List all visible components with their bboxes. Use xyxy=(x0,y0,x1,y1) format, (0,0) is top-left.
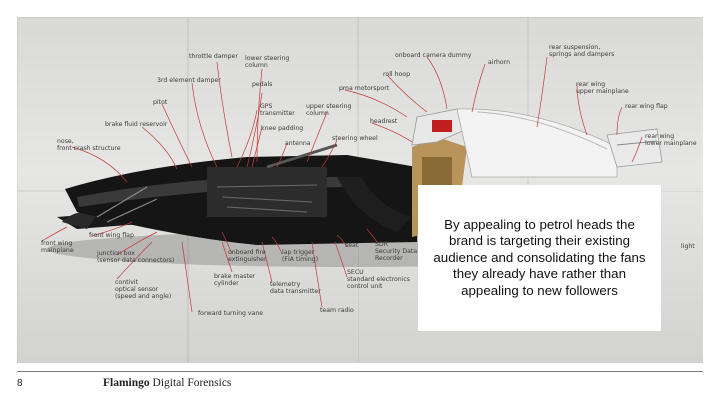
brand-suffix: Digital Forensics xyxy=(152,377,232,389)
label-pedals: pedals xyxy=(252,81,273,88)
label-pitot: pitot xyxy=(153,99,168,106)
label-rear-wing-lower-mainplane: rear wing lower mainplane xyxy=(645,133,697,147)
label-seat: seat xyxy=(345,242,359,249)
label-rear-suspension: rear suspension, springs and dampers xyxy=(549,44,615,58)
label-antenna: antenna xyxy=(285,140,311,147)
seat xyxy=(337,177,412,232)
label-light: light xyxy=(681,243,695,250)
label-rear-wing-upper-mainplane: rear wing upper mainplane xyxy=(576,81,629,95)
cockpit-internals xyxy=(207,167,327,217)
label-telemetry-data-transmitter: telemetry data transmitter xyxy=(270,281,321,295)
label-front-wing-flap: front wing flap xyxy=(89,232,134,239)
footer-brand: Flamingo Digital Forensics xyxy=(103,377,231,389)
label-brake-master-cylinder: brake master cylinder xyxy=(214,273,256,287)
label-lower-steering-column: lower steering column xyxy=(245,55,290,69)
cockpit-wiring xyxy=(216,184,318,213)
label-onboard-camera-dummy: onboard camera dummy xyxy=(395,52,472,59)
label-upper-steering-column: upper steering column xyxy=(306,103,352,117)
airbox-red xyxy=(432,120,452,132)
label-team-radio: team radio xyxy=(320,307,354,314)
label-contivit-optical-sensor: contivit optical sensor (speed and angle… xyxy=(115,279,172,300)
brand-name: Flamingo xyxy=(103,377,150,389)
label-steering-wheel: steering wheel xyxy=(332,135,378,142)
label-forward-turning-vane: forward turning vane xyxy=(198,310,264,317)
rear-wing xyxy=(606,128,663,168)
label-pma-motorsport: pma motorsport xyxy=(339,85,390,92)
label-front-wing-mainplane: front wing mainplane xyxy=(41,240,74,254)
callout-text: By appealing to petrol heads the brand i… xyxy=(433,216,646,298)
label-airhorn: airhorn xyxy=(488,59,511,66)
front-suspension xyxy=(96,186,158,223)
label-onboard-fire-extinguisher: onboard fire extinguisher xyxy=(228,249,267,263)
label-rear-wing-flap: rear wing flap xyxy=(625,103,668,110)
label-3rd-element-damper: 3rd element damper xyxy=(157,77,221,84)
leader-lines xyxy=(41,56,643,313)
rear-wing-flap xyxy=(616,140,658,146)
engine-cover-line xyxy=(476,111,608,150)
front-wing-endplate xyxy=(62,212,97,229)
label-throttle-damper: throttle damper xyxy=(189,53,238,60)
label-headrest: headrest xyxy=(370,118,398,125)
label-brake-fluid-reservoir: brake fluid reservoir xyxy=(105,121,168,128)
callout-text-box: By appealing to petrol heads the brand i… xyxy=(418,185,661,331)
label-gps-transmitter: GPS transmitter xyxy=(260,103,295,117)
page-number: 8 xyxy=(17,378,23,389)
label-junction-box: junction box (sensor data connectors) xyxy=(97,250,175,264)
label-knee-padding: knee padding xyxy=(261,125,304,132)
label-nose-front-crash-structure: nose, front crash structure xyxy=(57,138,121,152)
label-secu: SECU standard electronics control unit xyxy=(347,269,411,290)
footer-divider xyxy=(17,371,703,372)
label-lap-trigger: lap trigger (FIA timing) xyxy=(282,249,319,263)
label-sdr: SDR Security Data Recorder xyxy=(375,241,418,262)
label-roll-hoop: roll hoop xyxy=(383,71,411,78)
